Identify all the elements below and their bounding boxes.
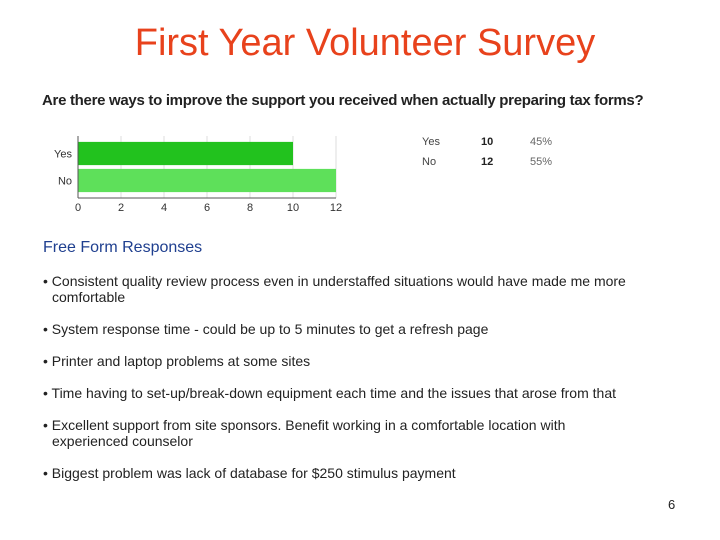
- category-label: No: [58, 176, 72, 188]
- tick-label: 0: [75, 202, 81, 214]
- response-item: • System response time - could be up to …: [43, 321, 489, 337]
- bar: [78, 141, 293, 166]
- summary-table: Yes 10 45% No 12 55%: [422, 136, 562, 176]
- response-item: • Biggest problem was lack of database f…: [43, 465, 456, 481]
- survey-question: Are there ways to improve the support yo…: [42, 92, 644, 109]
- tick-label: 10: [287, 202, 299, 214]
- summary-percent: 55%: [530, 156, 553, 168]
- summary-count: 10: [481, 136, 494, 148]
- summary-count: 12: [481, 156, 494, 168]
- slide-title: First Year Volunteer Survey: [134, 22, 596, 64]
- response-item: • Consistent quality review process even…: [43, 273, 626, 305]
- tick-label: 12: [330, 202, 342, 214]
- summary-row-no: No 12 55%: [422, 156, 562, 176]
- summary-label: Yes: [422, 136, 440, 148]
- tick-label: 4: [161, 202, 167, 214]
- bar: [78, 168, 336, 193]
- section-heading: Free Form Responses: [43, 239, 203, 256]
- tick-label: 2: [118, 202, 124, 214]
- summary-row-yes: Yes 10 45%: [422, 136, 562, 156]
- summary-label: No: [422, 156, 437, 168]
- page-number: 6: [668, 497, 676, 512]
- tick-label: 6: [204, 202, 210, 214]
- response-item: • Time having to set-up/break-down equip…: [43, 385, 616, 401]
- response-item: • Printer and laptop problems at some si…: [43, 353, 311, 369]
- tick-label: 8: [247, 202, 253, 214]
- category-label: Yes: [54, 149, 72, 161]
- response-item: • Excellent support from site sponsors. …: [43, 417, 566, 449]
- response-list: • Consistent quality review process even…: [43, 273, 643, 497]
- summary-percent: 45%: [530, 136, 553, 148]
